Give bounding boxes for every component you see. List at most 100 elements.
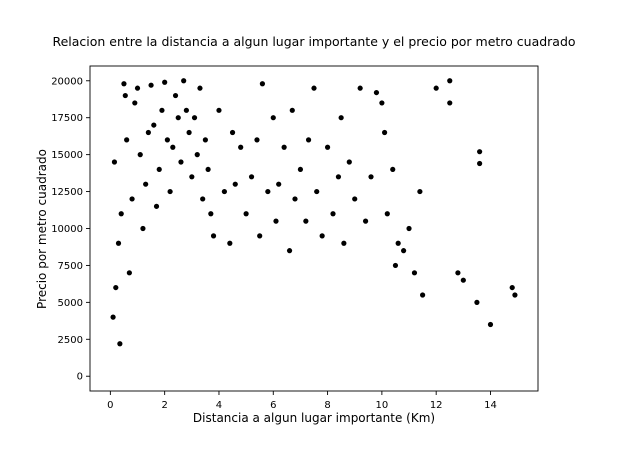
data-point (194, 152, 200, 158)
x-axis: 0 2 4 6 8 10 12 14 (107, 391, 497, 411)
data-point (338, 115, 344, 121)
data-point (512, 292, 518, 298)
data-point (265, 188, 271, 195)
data-point (148, 82, 154, 88)
data-point (118, 211, 124, 217)
y-tick-label: 5000 (58, 298, 83, 309)
data-point (346, 159, 352, 165)
data-point (111, 159, 118, 165)
data-point (178, 159, 184, 165)
x-tick-label: 4 (216, 400, 222, 411)
data-point (254, 137, 260, 143)
data-point (509, 284, 515, 291)
x-tick-label: 2 (161, 400, 167, 411)
data-point (132, 100, 138, 106)
data-point (243, 211, 249, 217)
data-point (117, 341, 123, 347)
data-point (113, 284, 119, 291)
data-point (401, 248, 407, 254)
data-point (145, 129, 151, 136)
data-point (417, 188, 423, 195)
data-point (172, 92, 179, 99)
data-point (319, 233, 325, 239)
data-point (257, 233, 263, 239)
data-point (324, 144, 331, 150)
data-point (121, 81, 127, 87)
data-point (216, 107, 222, 113)
data-point (137, 152, 143, 158)
x-tick-label: 0 (107, 400, 113, 411)
y-tick-label: 20000 (51, 76, 83, 87)
y-tick-label: 15000 (51, 150, 83, 161)
data-point (151, 122, 157, 128)
data-point (289, 107, 295, 113)
data-point (227, 240, 233, 246)
data-point (292, 196, 298, 202)
x-tick-label: 8 (324, 400, 330, 411)
data-point (156, 166, 162, 173)
data-point (164, 137, 170, 143)
data-point (335, 174, 342, 180)
data-point (229, 129, 236, 136)
y-tick-label: 2500 (58, 335, 83, 346)
data-point (170, 144, 176, 150)
data-point (381, 129, 388, 136)
data-point (153, 203, 160, 209)
data-point (297, 166, 304, 173)
data-point (167, 188, 173, 195)
data-point (455, 270, 461, 276)
y-tick-label: 10000 (51, 224, 83, 235)
data-point (362, 218, 369, 224)
y-axis: 0 2500 5000 7500 10000 12500 15000 17500 20000 (51, 76, 90, 383)
data-point (129, 196, 135, 202)
x-tick-label: 12 (430, 400, 443, 411)
data-point (460, 277, 466, 283)
data-point (373, 89, 380, 96)
data-point (281, 144, 287, 150)
data-point (159, 107, 165, 113)
y-tick-label: 0 (77, 372, 83, 383)
data-point (238, 144, 244, 150)
data-point (122, 92, 128, 99)
data-point (248, 174, 255, 180)
data-point (379, 100, 385, 106)
data-point (110, 314, 116, 320)
data-point (259, 81, 266, 87)
data-point (341, 240, 347, 246)
data-point (273, 218, 279, 224)
data-point (200, 196, 206, 202)
data-point (311, 85, 317, 91)
data-point (447, 78, 453, 84)
data-point (305, 137, 312, 143)
data-point (303, 218, 309, 224)
data-point (191, 115, 198, 121)
data-point (189, 174, 195, 180)
data-point (186, 129, 192, 136)
data-point (286, 248, 293, 254)
data-point (474, 299, 480, 305)
data-point (221, 188, 227, 195)
data-point (487, 321, 494, 328)
data-point (183, 107, 189, 113)
data-point (197, 85, 203, 91)
y-tick-label: 17500 (51, 113, 83, 124)
data-point (134, 85, 141, 91)
x-tick-label: 14 (484, 400, 497, 411)
data-point (276, 181, 282, 187)
data-point (390, 166, 396, 173)
data-point (384, 211, 390, 217)
data-point (330, 211, 336, 217)
data-point (175, 115, 181, 121)
data-point (352, 196, 358, 202)
chart-title: Relacion entre la distancia a algun luga… (52, 34, 575, 49)
data-point (314, 188, 320, 195)
x-tick-label: 6 (270, 400, 276, 411)
points-layer (110, 78, 518, 347)
data-point (392, 262, 399, 269)
data-point (140, 225, 146, 232)
data-point (181, 78, 187, 84)
x-axis-label: Distancia a algun lugar importante (Km) (193, 411, 435, 425)
